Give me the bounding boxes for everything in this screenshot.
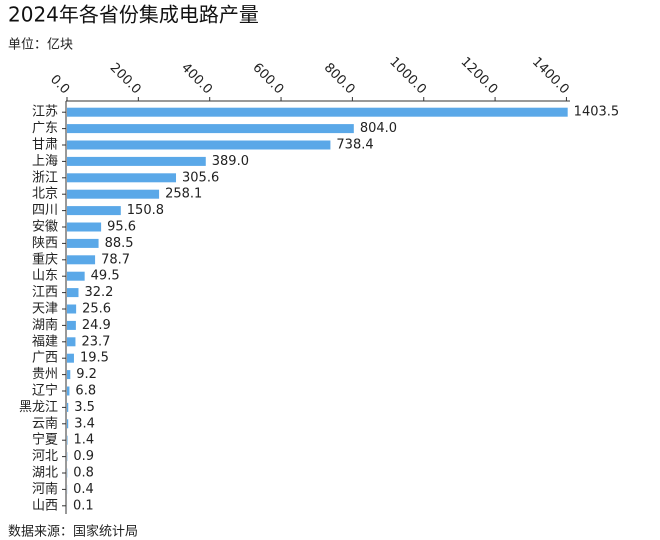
x-tick-label: 200.0 [107,60,144,97]
data-label: 78.7 [101,252,130,267]
y-tick-label: 河北 [32,449,58,464]
bar [67,107,568,117]
data-label: 258.1 [165,187,202,202]
bar [67,238,99,248]
y-tick-label: 河南 [32,481,58,497]
bar [67,288,79,298]
bar [67,173,177,183]
bar [67,419,69,429]
y-tick-label: 黑龙江 [19,400,58,415]
data-label: 1.4 [73,433,94,448]
x-tick-label: 1000.0 [386,55,429,98]
data-label: 1403.5 [574,105,620,120]
data-label: 0.9 [73,449,94,464]
bar [67,386,70,396]
data-label: 49.5 [91,269,120,284]
x-tick-label: 0.0 [47,72,72,97]
data-label: 24.9 [82,318,111,333]
x-tick-label: 400.0 [178,60,215,97]
bar [67,320,76,330]
y-tick-label: 陕西 [32,236,58,251]
bar [67,271,85,281]
y-tick-label: 湖南 [32,317,58,333]
data-label: 0.8 [73,466,94,481]
y-tick-label: 天津 [32,302,58,317]
bar [67,304,77,314]
bar [67,402,69,412]
data-label: 804.0 [360,121,397,136]
x-tick-label: 600.0 [249,60,286,97]
bar [67,124,354,134]
y-tick-label: 宁夏 [32,432,58,448]
data-label: 3.5 [74,400,95,415]
y-tick-label: 山西 [32,498,58,513]
y-tick-label: 广东 [32,121,58,136]
y-tick-label: 上海 [32,154,58,169]
bar [67,206,121,216]
y-tick-label: 重庆 [32,251,58,267]
y-tick-label: 云南 [32,415,58,431]
bar [67,140,331,150]
bar [67,222,102,232]
y-tick-label: 湖北 [32,466,58,481]
chart-subtitle: 单位：亿块 [8,38,73,53]
x-tick-label: 800.0 [321,60,358,97]
bar [67,189,160,199]
data-label: 3.4 [74,416,95,431]
data-label: 88.5 [105,236,134,251]
y-tick-label: 福建 [32,334,58,349]
chart-title: 2024年各省份集成电路产量 [8,3,259,27]
y-tick-label: 山东 [32,269,58,284]
data-label: 389.0 [212,154,249,169]
y-tick-label: 辽宁 [32,383,58,399]
bar [67,353,74,363]
bar [67,156,206,166]
y-tick-label: 江西 [32,285,58,300]
data-label: 23.7 [81,334,110,349]
y-tick-label: 江苏 [32,104,58,120]
data-label: 738.4 [336,138,373,153]
source-note: 数据来源：国家统计局 [8,524,138,540]
y-tick-label: 甘肃 [32,138,58,153]
bar [67,337,76,347]
data-label: 0.1 [73,498,94,513]
y-tick-label: 北京 [32,187,58,202]
y-tick-label: 安徽 [32,220,58,235]
y-tick-label: 贵州 [32,367,58,382]
x-tick-label: 1200.0 [458,55,501,98]
data-label: 95.6 [107,220,136,235]
data-label: 9.2 [76,367,97,382]
y-tick-label: 广西 [32,351,58,366]
data-label: 25.6 [82,302,111,317]
data-label: 19.5 [80,351,109,366]
data-label: 32.2 [84,285,113,300]
y-tick-label: 浙江 [32,170,58,185]
data-label: 6.8 [75,384,96,399]
data-label: 150.8 [127,203,164,218]
bar [67,255,96,265]
data-label: 305.6 [182,170,219,185]
y-tick-label: 四川 [32,203,58,218]
x-tick-label: 1400.0 [529,55,572,98]
data-label: 0.4 [73,482,94,497]
bar [67,370,71,380]
